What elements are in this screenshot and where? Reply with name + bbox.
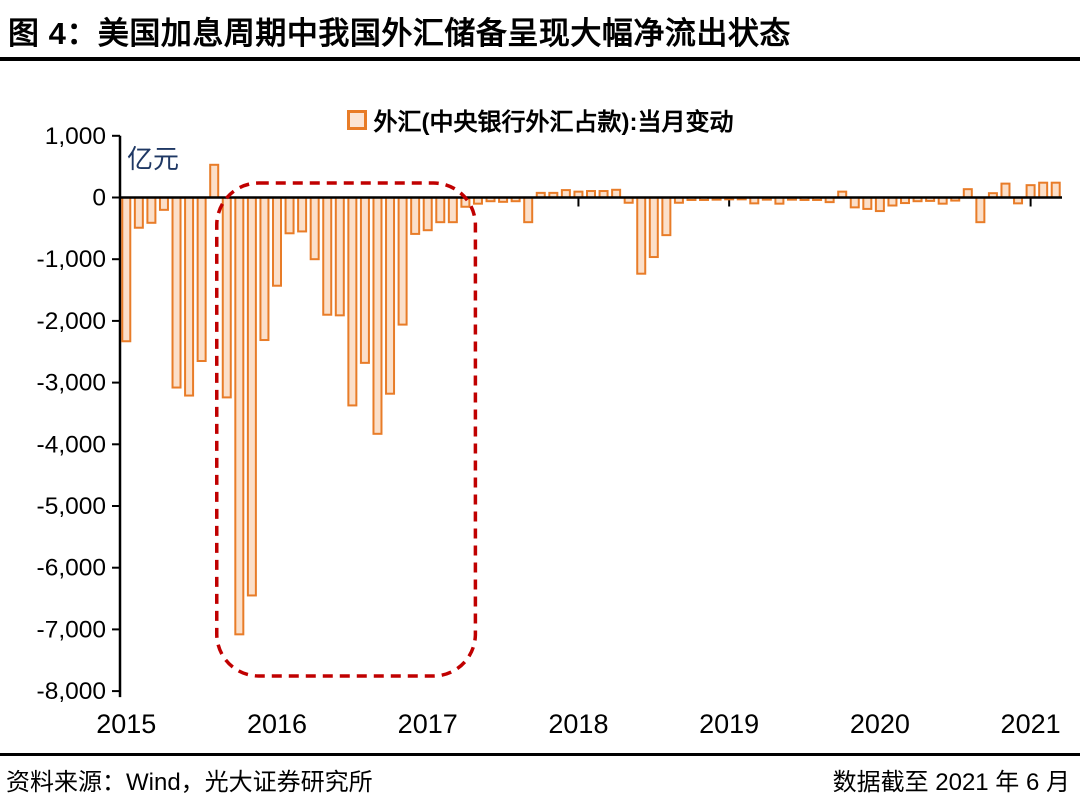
bar <box>158 196 169 211</box>
legend-label: 外汇(中央银行外汇占款):当月变动 <box>373 109 734 136</box>
x-tick-label: 2016 <box>247 709 307 739</box>
x-tick-label: 2020 <box>850 709 910 739</box>
x-tick-label: 2021 <box>1001 709 1061 739</box>
bar <box>322 196 333 316</box>
chart-svg: 1,000 0 -1,000 -2,000 -3,000 -4,000 -5,000 -6,0… <box>37 123 1062 739</box>
y-tick-label: -7,000 <box>37 616 106 643</box>
footer-divider <box>0 753 1080 756</box>
x-tick-label: 2017 <box>398 709 458 739</box>
bar <box>372 196 383 435</box>
bar <box>184 196 195 397</box>
bar <box>297 196 308 233</box>
bar <box>447 196 458 224</box>
bar <box>347 196 358 407</box>
y-tick-label: -8,000 <box>37 678 106 705</box>
bar <box>648 196 659 259</box>
y-tick-label: 0 <box>92 185 106 212</box>
bar <box>874 196 885 213</box>
x-tick-label: 2018 <box>548 709 608 739</box>
y-tick-label: -2,000 <box>37 308 106 335</box>
footer: 资料来源：Wind，光大证券研究所 数据截至 2021 年 6 月 <box>0 762 1080 797</box>
x-tick-label: 2019 <box>699 709 759 739</box>
highlight-box <box>215 181 478 678</box>
legend-swatch-icon <box>346 109 367 130</box>
bar <box>133 196 144 229</box>
bar <box>523 196 534 224</box>
chart-legend: 外汇(中央银行外汇占款):当月变动 <box>0 102 1080 137</box>
bar <box>661 196 672 237</box>
bar <box>334 196 345 317</box>
x-tick-label: 2015 <box>96 709 156 739</box>
data-cutoff-note: 数据截至 2021 年 6 月 <box>832 769 1070 796</box>
bar <box>246 196 257 597</box>
title-divider <box>0 57 1080 61</box>
bar <box>862 196 873 210</box>
unit-label: 亿元 <box>127 144 179 174</box>
y-tick-label: -4,000 <box>37 431 106 458</box>
y-tick-label: -5,000 <box>37 493 106 520</box>
bar <box>196 196 207 363</box>
bar <box>121 196 132 343</box>
bar <box>435 196 446 224</box>
bar <box>171 196 182 389</box>
bar <box>1000 182 1011 199</box>
bar <box>397 196 408 326</box>
bar <box>221 196 232 399</box>
bar <box>272 196 282 287</box>
y-tick-label: -3,000 <box>37 370 106 397</box>
bar <box>636 196 647 275</box>
bar <box>259 196 270 342</box>
page-title: 图 4：美国加息周期中我国外汇储备呈现大幅净流出状态 <box>8 16 791 51</box>
bar <box>385 196 396 395</box>
bar <box>1038 181 1049 199</box>
y-tick-label: -1,000 <box>37 246 106 273</box>
bar <box>309 196 320 261</box>
source-note: 资料来源：Wind，光大证券研究所 <box>6 769 373 796</box>
bar <box>849 196 860 209</box>
bar <box>234 196 245 636</box>
bar <box>975 196 986 224</box>
bar <box>1050 181 1061 199</box>
y-tick-label: -6,000 <box>37 555 106 582</box>
bar <box>146 196 157 224</box>
bar <box>1025 184 1036 199</box>
bar <box>410 196 421 235</box>
bar <box>359 196 370 364</box>
y-tick-label: 1,000 <box>45 123 106 150</box>
bar <box>209 163 220 199</box>
bar <box>284 196 295 235</box>
bar <box>422 196 433 232</box>
